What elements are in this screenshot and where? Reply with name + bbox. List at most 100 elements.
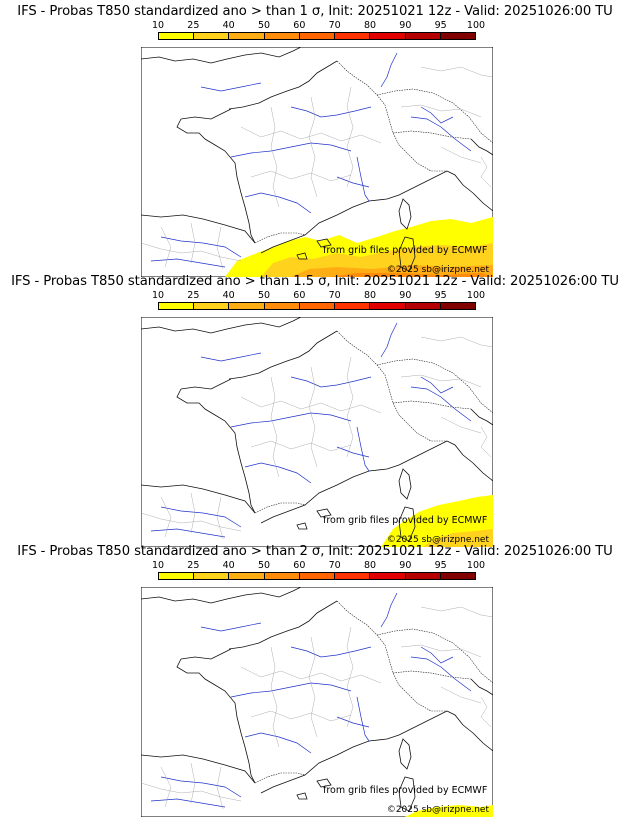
colorbar-swatch [370, 303, 406, 309]
forecast-panel: IFS - Probas T850 standardized ano > tha… [0, 0, 630, 277]
probability-area [405, 805, 493, 817]
colorbar-tick-label: 95 [434, 20, 447, 31]
colorbar-tick-label: 90 [399, 290, 412, 301]
colorbar-tick-label: 50 [257, 20, 271, 31]
colorbar-tick-label: 60 [293, 290, 306, 301]
map-frame: from grib files provided by ECMWF ©2025 … [141, 47, 493, 277]
colorbar-tick-label: 10 [151, 560, 165, 571]
colorbar-tick-label: 10 [151, 20, 165, 31]
admin-boundaries [141, 66, 493, 270]
colorbar-swatch [159, 33, 195, 39]
panel-title: IFS - Probas T850 standardized ano > tha… [17, 4, 613, 19]
colorbar: 10 25 40 50 60 70 80 90 95 100 [152, 560, 485, 580]
colorbar-swatch [440, 303, 475, 309]
colorbar-swatch [370, 33, 406, 39]
colorbar-tick-label: 50 [257, 290, 271, 301]
colorbar-tick-label: 95 [434, 560, 447, 571]
colorbar-swatch [159, 573, 195, 579]
colorbar-tick-label: 90 [399, 20, 412, 31]
probability-shading [225, 217, 493, 277]
rivers [150, 52, 472, 268]
colorbar-swatch [229, 33, 265, 39]
country-borders [254, 600, 493, 784]
colorbar-swatch [299, 303, 336, 309]
colorbar-swatch [440, 573, 475, 579]
coastlines [141, 587, 493, 812]
colorbar-tick-label: 25 [187, 20, 200, 31]
probability-area [329, 273, 493, 277]
forecast-panel: IFS - Probas T850 standardized ano > tha… [0, 540, 630, 817]
colorbar-swatch [405, 33, 441, 39]
colorbar-tick-label: 70 [328, 560, 341, 571]
panel-title: IFS - Probas T850 standardized ano > tha… [17, 544, 613, 559]
colorbar-tick-label: 25 [187, 290, 200, 301]
colorbar-tick-label: 90 [399, 560, 412, 571]
map-frame: from grib files provided by ECMWF ©2025 … [141, 317, 493, 547]
colorbar-tick-label: 80 [363, 560, 377, 571]
copyright-label: ©2025 sb@irizpne.net [386, 805, 489, 815]
colorbar-tick-label: 100 [466, 290, 486, 301]
admin-boundaries [141, 606, 493, 810]
colorbar: 10 25 40 50 60 70 80 90 95 100 [152, 290, 485, 310]
colorbar-tick-label: 60 [293, 560, 306, 571]
colorbar-swatch [405, 303, 441, 309]
map-frame: from grib files provided by ECMWF ©2025 … [141, 587, 493, 817]
copyright-label: ©2025 sb@irizpne.net [386, 265, 489, 275]
colorbar-swatch [264, 303, 300, 309]
colorbar-tick-label: 50 [257, 560, 271, 571]
colorbar-tick-label: 100 [466, 20, 486, 31]
colorbar-swatch [194, 303, 230, 309]
colorbar-swatch [194, 573, 230, 579]
coastlines [141, 47, 493, 272]
data-credit: from grib files provided by ECMWF [323, 515, 488, 526]
colorbar-swatch [229, 573, 265, 579]
colorbar-tick-label: 25 [187, 560, 200, 571]
colorbar-swatch [159, 303, 195, 309]
rivers [150, 592, 472, 808]
colorbar-swatch [264, 33, 300, 39]
colorbar-tick-label: 80 [363, 290, 377, 301]
panel-title: IFS - Probas T850 standardized ano > tha… [11, 274, 619, 289]
forecast-panel: IFS - Probas T850 standardized ano > tha… [0, 270, 630, 547]
admin-boundaries [141, 336, 493, 540]
colorbar-tick-label: 60 [293, 20, 306, 31]
colorbar-swatch [264, 573, 300, 579]
probability-area [291, 265, 493, 277]
probability-shading [405, 805, 493, 817]
probability-map [141, 317, 493, 547]
colorbar-swatch [370, 573, 406, 579]
colorbar-swatch [335, 303, 371, 309]
colorbar-tick-label: 95 [434, 290, 447, 301]
colorbar-tick-label: 10 [151, 290, 165, 301]
colorbar-swatch [229, 303, 265, 309]
colorbar-swatch [299, 33, 336, 39]
probability-shading [381, 495, 493, 547]
colorbar-swatch [335, 573, 371, 579]
probability-map [141, 47, 493, 277]
data-credit: from grib files provided by ECMWF [323, 785, 488, 796]
probability-map [141, 587, 493, 817]
colorbar-swatch [299, 573, 336, 579]
colorbar-tick-label: 100 [466, 560, 486, 571]
colorbar-strip [158, 32, 476, 40]
coastlines [141, 317, 493, 542]
colorbar-swatch [440, 33, 475, 39]
colorbar-tick-label: 40 [222, 290, 235, 301]
colorbar-tick-label: 70 [328, 20, 341, 31]
rivers [150, 322, 472, 538]
colorbar: 10 25 40 50 60 70 80 90 95 100 [152, 20, 485, 40]
colorbar-swatch [405, 573, 441, 579]
colorbar-strip [158, 302, 476, 310]
colorbar-tick-label: 80 [363, 20, 377, 31]
colorbar-strip [158, 572, 476, 580]
country-borders [254, 330, 493, 514]
probability-area [423, 529, 493, 547]
colorbar-tick-label: 40 [222, 560, 235, 571]
colorbar-tick-label: 40 [222, 20, 235, 31]
copyright-label: ©2025 sb@irizpne.net [386, 535, 489, 545]
colorbar-swatch [335, 33, 371, 39]
colorbar-swatch [194, 33, 230, 39]
country-borders [254, 60, 493, 244]
colorbar-tick-label: 70 [328, 290, 341, 301]
data-credit: from grib files provided by ECMWF [323, 245, 488, 256]
